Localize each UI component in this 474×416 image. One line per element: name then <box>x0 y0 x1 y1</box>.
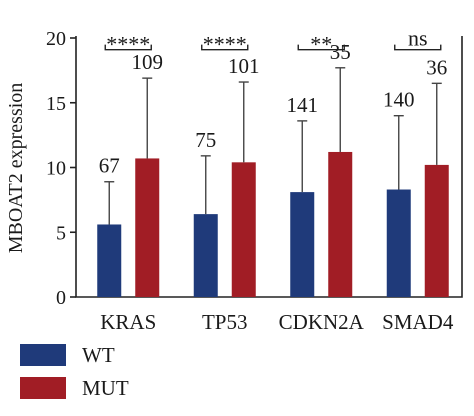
legend-label: WT <box>82 343 115 367</box>
bar-wt <box>97 224 122 297</box>
bar-wt <box>290 192 315 297</box>
significance-bracket <box>394 44 442 51</box>
y-tick-label: 15 <box>46 93 66 115</box>
bars <box>97 151 449 297</box>
legend-label: MUT <box>82 376 129 400</box>
y-tick-label: 10 <box>46 158 66 180</box>
sample-size-label: 35 <box>330 40 351 64</box>
legend-swatch-mut <box>20 377 66 399</box>
significance-label: ** <box>310 32 332 57</box>
significance-bracket <box>104 44 152 51</box>
bar-mut <box>231 162 256 297</box>
sample-size-label: 109 <box>132 50 164 74</box>
axes <box>75 36 463 298</box>
sample-size-label: 67 <box>99 154 120 178</box>
error-bars <box>104 67 442 225</box>
sample-size-labels: 67 109 75 101 141 35 140 36 <box>99 40 448 178</box>
x-categories: KRAS TP53 CDKN2A SMAD4 <box>100 310 454 334</box>
significance-brackets: **** **** ** ns <box>104 26 442 57</box>
sample-size-label: 36 <box>426 55 447 79</box>
sample-size-label: 101 <box>228 54 260 78</box>
significance-bracket <box>201 44 249 51</box>
x-category-label: KRAS <box>100 310 156 334</box>
y-tick-label: 0 <box>56 287 66 309</box>
bar-wt <box>193 214 218 297</box>
significance-bracket <box>297 44 345 51</box>
sample-size-label: 141 <box>287 93 319 117</box>
y-tick-label: 5 <box>56 222 66 244</box>
y-ticks: 0 5 10 15 20 <box>46 28 76 309</box>
x-category-label: SMAD4 <box>382 310 454 334</box>
bar-mut <box>135 158 160 297</box>
axis-frame <box>75 36 463 298</box>
bar-wt <box>386 189 411 297</box>
significance-label: **** <box>203 32 247 57</box>
legend: WT MUT <box>20 343 129 400</box>
x-category-label: CDKN2A <box>279 310 365 334</box>
y-axis-label: MBOAT2 expression <box>5 83 27 254</box>
y-tick-label: 20 <box>46 28 66 50</box>
sample-size-label: 140 <box>383 88 415 112</box>
significance-label: ns <box>408 26 428 51</box>
significance-label: **** <box>106 32 150 57</box>
bar-mut <box>424 164 449 297</box>
sample-size-label: 75 <box>195 128 216 152</box>
legend-swatch-wt <box>20 344 66 366</box>
bar-mut <box>328 151 353 297</box>
x-category-label: TP53 <box>202 310 248 334</box>
